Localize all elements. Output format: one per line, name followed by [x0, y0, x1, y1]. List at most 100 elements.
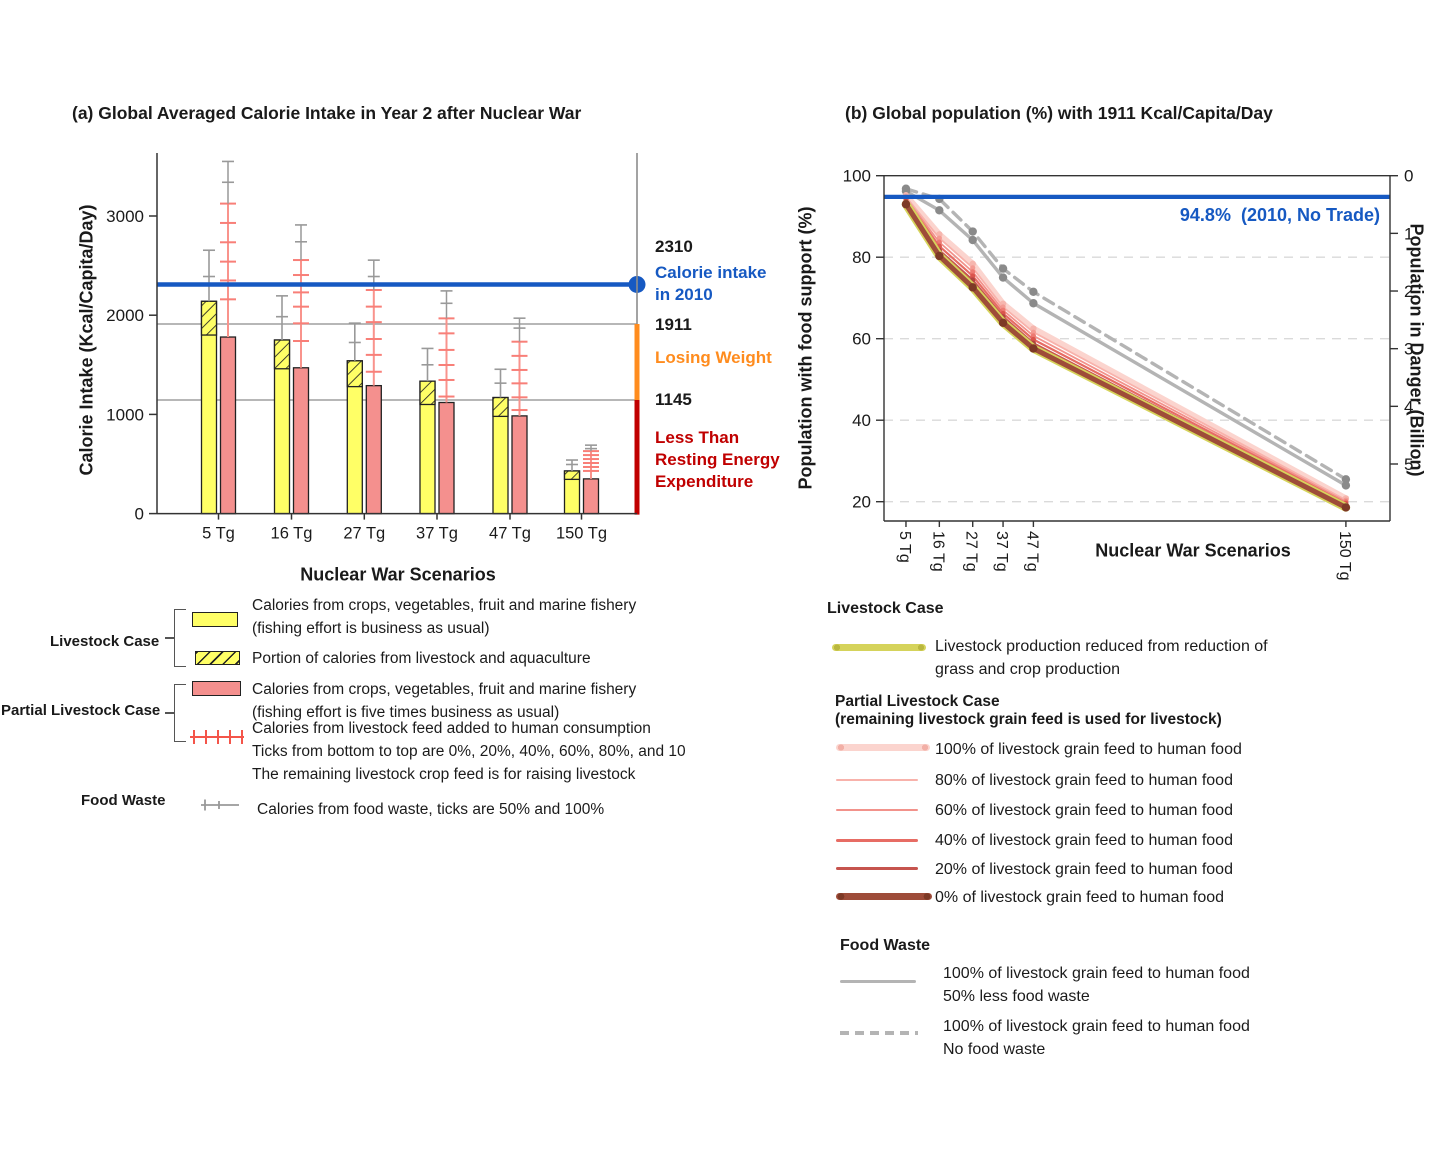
- panel-b-title: (b) Global population (%) with 1911 Kcal…: [845, 103, 1273, 123]
- series-line-pink60: [905, 197, 1347, 503]
- feed-20-swatch: [836, 867, 918, 870]
- livestock-portion-0: [200, 300, 218, 336]
- left-tick-label: 20: [852, 493, 871, 512]
- x-tick-label: 150 Tg: [556, 525, 607, 543]
- series-marker-gray-dashed: [1029, 287, 1038, 297]
- bottom-tick-label: 5 Tg: [896, 531, 913, 563]
- legend-a-item3: Calories from crops, vegetables, fruit a…: [252, 678, 636, 724]
- food-waste-swatch-icon: [201, 799, 239, 811]
- legend-a-item1-line2: (fishing effort is business as usual): [252, 620, 490, 637]
- legend-b-feed20: 20% of livestock grain feed to human foo…: [935, 861, 1233, 878]
- feed-60-swatch: [836, 809, 918, 811]
- pink-bar-swatch: [192, 681, 241, 696]
- partial-bar-3: [438, 401, 455, 515]
- livestock-portion-4: [492, 396, 509, 418]
- legend-b-head-livestock: Livestock Case: [827, 600, 944, 617]
- legend-a-item4-line2: Ticks from bottom to top are 0%, 20%, 40…: [252, 743, 686, 760]
- series-marker-pink0: [1341, 503, 1351, 512]
- feed-40-swatch: [836, 839, 918, 842]
- annotation-rest-line1: Less Than: [655, 428, 740, 447]
- right-tick-label: 3: [1404, 340, 1413, 359]
- x-tick-label: 16 Tg: [271, 525, 313, 543]
- left-tick-label: 40: [852, 411, 871, 430]
- legend-a-item4: Calories from livestock feed added to hu…: [252, 717, 686, 786]
- left-tick-label: 100: [843, 167, 871, 186]
- feed-0-swatch: [836, 893, 932, 900]
- right-tick-label: 2: [1404, 282, 1413, 301]
- series-marker-pink40: [970, 273, 976, 279]
- partial-livestock-bracket: [165, 684, 186, 742]
- legend-b-waste50: 100% of livestock grain feed to human fo…: [943, 962, 1250, 1008]
- legend-b-waste50-line1: 100% of livestock grain feed to human fo…: [943, 965, 1250, 982]
- partial-bar-0: [219, 336, 237, 515]
- legend-a-item5: Calories from food waste, ticks are 50% …: [257, 801, 605, 818]
- series-marker-gray-dashed: [968, 227, 977, 236]
- legend-b-waste0: 100% of livestock grain feed to human fo…: [943, 1015, 1250, 1061]
- series-line-pink100: [902, 192, 1349, 502]
- feed-80-swatch: [836, 779, 918, 781]
- legend-b-livestock-line1: Livestock production reduced from reduct…: [935, 638, 1268, 655]
- bottom-tick-label: 16 Tg: [929, 531, 946, 572]
- population-chart: 94.8% (2010, No Trade) 100 80 60 40 20 0 1 2 3 4 5 5…: [843, 167, 1414, 581]
- x-tick-label: 37 Tg: [416, 525, 458, 543]
- series-marker-gray-dashed: [998, 264, 1008, 273]
- left-tick-label: 80: [852, 248, 871, 267]
- left-tick-label: 60: [852, 330, 871, 349]
- feed-ticks-swatch-icon: [190, 730, 244, 744]
- series-marker-pink0: [901, 200, 911, 209]
- legend-b-waste50-line2: 50% less food waste: [943, 988, 1090, 1005]
- waste-0-swatch: [840, 1031, 918, 1035]
- legend-b-head-partial-2: (remaining livestock grain feed is used …: [835, 711, 1222, 728]
- legend-a-group-foodwaste: Food Waste: [81, 792, 166, 809]
- livestock-line-swatch: [832, 644, 926, 651]
- legend-b-livestock-line2: grass and crop production: [935, 661, 1120, 678]
- series-marker-pink60: [970, 269, 976, 275]
- right-tick-label: 1: [1404, 224, 1413, 243]
- annotation-2310-value: 2310: [655, 237, 693, 256]
- livestock-portion-3: [419, 380, 436, 406]
- legend-b-feed60: 60% of livestock grain feed to human foo…: [935, 802, 1233, 819]
- feed-100-swatch: [836, 744, 930, 751]
- legend-b-item-livestock: Livestock production reduced from reduct…: [935, 635, 1268, 681]
- legend-b-feed100: 100% of livestock grain feed to human fo…: [935, 741, 1242, 758]
- series-marker-gray-solid: [935, 206, 944, 215]
- series-line-pink40: [904, 199, 1348, 505]
- legend-b-feed40: 40% of livestock grain feed to human foo…: [935, 832, 1233, 849]
- series-marker-gray-solid: [998, 273, 1008, 282]
- series-marker-pink0: [998, 318, 1008, 328]
- bottom-tick-label: 47 Tg: [1023, 531, 1040, 572]
- legend-a-item3-line1: Calories from crops, vegetables, fruit a…: [252, 681, 637, 698]
- panel-b-xlabel: Nuclear War Scenarios: [1095, 540, 1291, 561]
- legend-a-item1: Calories from crops, vegetables, fruit a…: [252, 594, 636, 640]
- series-marker-pink0: [968, 283, 977, 292]
- livestock-case-bracket: [165, 609, 186, 667]
- series-marker-gray-dashed: [1341, 475, 1351, 484]
- series-line-pink80: [905, 195, 1347, 501]
- legend-a-item3-line2: (fishing effort is five times business a…: [252, 704, 560, 721]
- right-tick-label: 5: [1404, 455, 1413, 474]
- hatched-bar-swatch: [195, 651, 240, 665]
- annotation-2010-line2: in 2010: [655, 285, 713, 304]
- series-marker-gray-solid: [1341, 481, 1351, 490]
- y-tick-label: 0: [135, 505, 144, 524]
- series-marker-pink0: [1029, 344, 1038, 353]
- annotation-1145-value: 1145: [655, 390, 692, 409]
- no-trade-reference-label: 94.8% (2010, No Trade): [1180, 205, 1380, 225]
- annotation-2010-label: Calorie intake in 2010: [655, 262, 767, 306]
- panel-a-xlabel: Nuclear War Scenarios: [300, 564, 496, 585]
- partial-bar-2: [365, 384, 382, 515]
- legend-a-item2: Portion of calories from livestock and a…: [252, 650, 591, 667]
- legend-b-waste0-line1: 100% of livestock grain feed to human fo…: [943, 1018, 1250, 1035]
- y-tick-label: 1000: [106, 405, 144, 424]
- series-marker-pink0: [935, 251, 944, 261]
- partial-bar-5: [582, 478, 600, 515]
- legend-a-group-partial: Partial Livestock Case: [1, 702, 161, 719]
- y-tick-label: 2000: [106, 306, 144, 325]
- series-marker-pink80: [1030, 329, 1036, 335]
- annotation-1911-value: 1911: [655, 315, 692, 334]
- series-line-pink0: [903, 201, 1349, 510]
- panel-a-title: (a) Global Averaged Calorie Intake in Ye…: [72, 103, 582, 123]
- annotation-2010-line1: Calorie intake: [655, 263, 767, 282]
- legend-a-item4-line3: The remaining livestock crop feed is for…: [252, 766, 636, 783]
